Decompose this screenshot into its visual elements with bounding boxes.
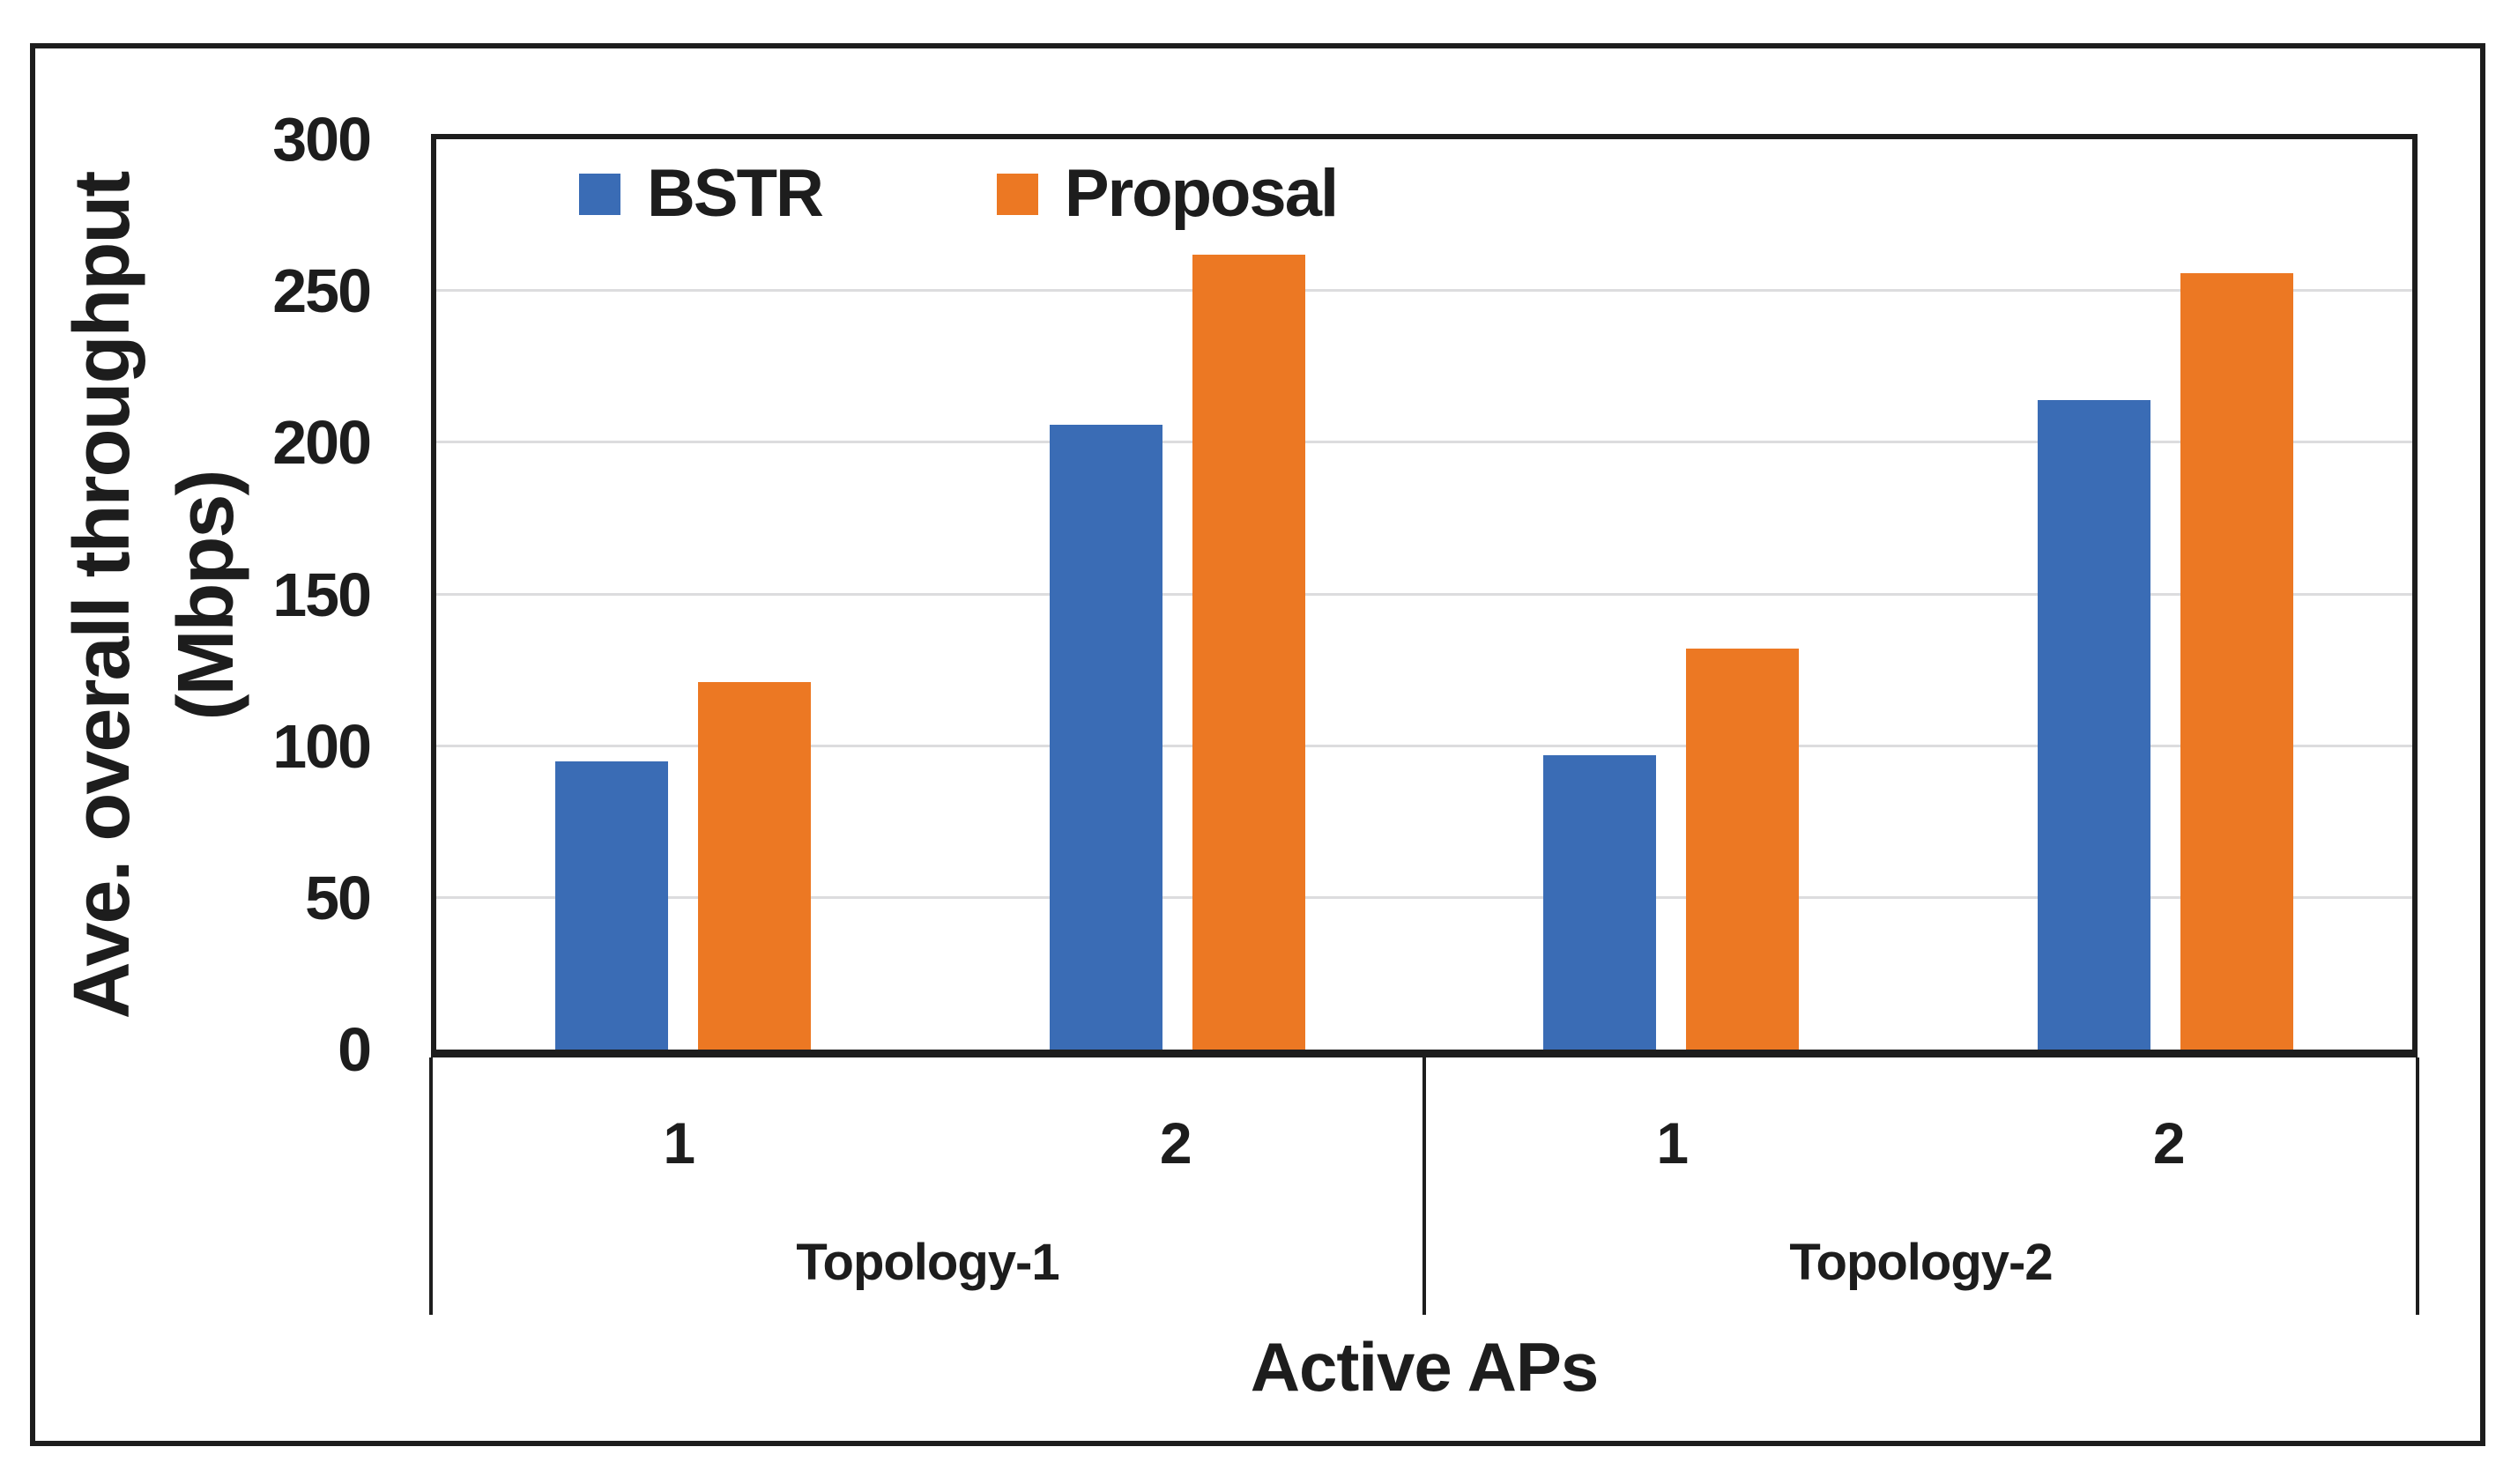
legend-label-proposal: Proposal xyxy=(1064,156,1339,231)
x-axis-zone: 1 2 1 2 Topology-1 Topology-2 xyxy=(429,1057,2419,1315)
gridline-50 xyxy=(436,895,2412,899)
bar-proposal-4 xyxy=(2180,272,2293,1050)
legend-swatch-proposal xyxy=(996,173,1038,215)
gridline-150 xyxy=(436,592,2412,596)
bar-proposal-1 xyxy=(698,682,812,1050)
y-tick-label-300: 300 xyxy=(272,105,372,174)
y-axis-labels: 0 50 100 150 200 250 300 xyxy=(106,108,372,1080)
y-tick-label-0: 0 xyxy=(338,1015,372,1084)
plot-area xyxy=(431,134,2418,1057)
x-axis-separator-1 xyxy=(1422,1057,1426,1315)
y-tick-label-200: 200 xyxy=(272,408,372,478)
topology-label-1: Topology-1 xyxy=(796,1234,1059,1291)
bar-bstr-4 xyxy=(2037,400,2150,1050)
x-group-label-2: 2 xyxy=(1159,1110,1192,1176)
legend-label-bstr: BSTR xyxy=(647,156,824,231)
x-group-label-3: 1 xyxy=(1656,1110,1690,1176)
bar-bstr-3 xyxy=(1543,755,1657,1050)
bar-proposal-2 xyxy=(1192,254,1305,1050)
figure-border xyxy=(30,43,2485,1446)
y-tick-label-100: 100 xyxy=(272,711,372,781)
x-group-label-1: 1 xyxy=(663,1110,696,1176)
x-axis-separator-0 xyxy=(429,1057,433,1315)
x-axis-title: Active APs xyxy=(1250,1328,1600,1406)
gridline-200 xyxy=(436,441,2412,444)
y-tick-label-250: 250 xyxy=(272,256,372,326)
bar-proposal-3 xyxy=(1686,649,1800,1050)
y-tick-label-150: 150 xyxy=(272,560,372,629)
bar-bstr-1 xyxy=(555,761,669,1050)
legend-item-proposal: Proposal xyxy=(996,156,1339,231)
legend-item-bstr: BSTR xyxy=(579,156,824,231)
bar-bstr-2 xyxy=(1049,424,1162,1050)
legend-swatch-bstr xyxy=(579,173,620,215)
gridline-250 xyxy=(436,289,2412,293)
legend: BSTR Proposal xyxy=(579,156,1339,231)
x-group-label-4: 2 xyxy=(2152,1110,2186,1176)
topology-label-2: Topology-2 xyxy=(1789,1234,2053,1291)
y-tick-label-50: 50 xyxy=(305,863,372,932)
gridline-100 xyxy=(436,744,2412,747)
x-axis-separator-2 xyxy=(2416,1057,2419,1315)
